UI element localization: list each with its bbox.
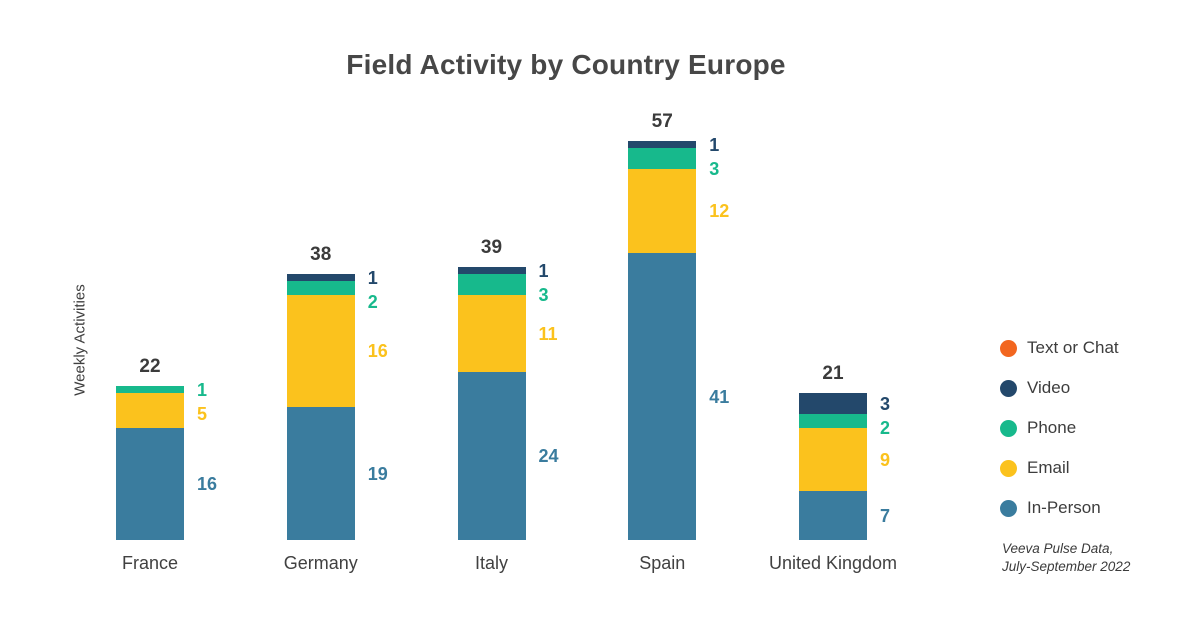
- legend-swatch-in-person: [1000, 499, 1017, 517]
- segment-value-label: 3: [538, 284, 549, 305]
- bar-segment-email: [628, 169, 697, 253]
- segment-value-label: 2: [367, 291, 378, 312]
- bar-total: 57: [651, 111, 673, 132]
- segment-value-label: 11: [538, 323, 558, 344]
- bar-segment-video: [799, 393, 867, 414]
- segment-value-label: 7: [880, 505, 891, 526]
- bar-total: 39: [480, 237, 503, 258]
- bar-segment-in-person: [116, 428, 184, 540]
- segment-value-label: 1: [197, 379, 208, 400]
- legend-label: Text or Chat: [1027, 338, 1119, 357]
- bar-segment-in-person: [457, 372, 526, 540]
- bar-segment-in-person: [286, 407, 355, 540]
- segment-value-label: 1: [709, 134, 720, 155]
- segment-value-label: 16: [367, 341, 388, 361]
- legend-swatch-video: [1000, 379, 1017, 397]
- segment-value-label: 12: [709, 201, 730, 221]
- legend-item: In-Person: [1000, 488, 1119, 528]
- legend-label: Phone: [1027, 418, 1077, 437]
- legend-label: In-Person: [1027, 498, 1101, 517]
- segment-value-label: 19: [367, 463, 388, 484]
- category-label: Spain: [639, 553, 686, 573]
- legend: Text or Chat Video Phone Email In-Person: [1000, 328, 1119, 528]
- bar-segment-email: [116, 393, 184, 428]
- segment-value-label: 1: [367, 267, 378, 288]
- legend-swatch-text-or-chat: [1000, 339, 1017, 357]
- segment-value-label: 41: [709, 386, 730, 407]
- category-label: France: [121, 553, 179, 573]
- segment-value-label: 3: [709, 158, 720, 179]
- legend-item: Video: [1000, 368, 1119, 408]
- bar-segment-email: [457, 295, 526, 372]
- legend-label: Video: [1027, 378, 1071, 397]
- bar-segment-in-person: [628, 253, 697, 540]
- source-line-2: July-September 2022: [1002, 559, 1131, 575]
- bar-total: 38: [310, 244, 332, 265]
- segment-value-label: 5: [197, 403, 208, 424]
- source-note: Veeva Pulse Data, July-September 2022: [1002, 540, 1130, 576]
- bar-segment-phone: [628, 148, 697, 169]
- source-line-1: Veeva Pulse Data,: [1002, 541, 1114, 556]
- bar-segment-phone: [457, 274, 526, 295]
- segment-value-label: 3: [880, 393, 891, 414]
- legend-item: Text or Chat: [1000, 328, 1119, 368]
- chart-title: Field Activity by Country Europe: [346, 49, 786, 80]
- legend-swatch-phone: [1000, 419, 1017, 437]
- category-label: Italy: [474, 553, 508, 573]
- bar-segment-video: [628, 141, 697, 148]
- bar-segment-phone: [116, 386, 184, 393]
- segment-value-label: 24: [538, 446, 559, 466]
- bar-segment-email: [286, 295, 355, 407]
- legend-item: Email: [1000, 448, 1119, 488]
- bar-segment-email: [799, 428, 867, 491]
- category-label: United Kingdom: [768, 553, 898, 573]
- bar-segment-video: [457, 267, 526, 274]
- bar-segment-video: [286, 274, 355, 281]
- category-label: Germany: [283, 553, 358, 573]
- segment-value-label: 2: [880, 417, 891, 438]
- legend-item: Phone: [1000, 408, 1119, 448]
- bar-segment-phone: [799, 414, 867, 428]
- legend-swatch-email: [1000, 459, 1017, 477]
- segment-value-label: 1: [538, 260, 549, 281]
- bar-total: 22: [139, 356, 161, 377]
- segment-value-label: 16: [197, 474, 218, 494]
- bar-segment-in-person: [799, 491, 867, 540]
- bar-total: 21: [822, 363, 844, 384]
- legend-label: Email: [1027, 458, 1070, 477]
- bar-segment-phone: [286, 281, 355, 295]
- segment-value-label: 9: [880, 449, 891, 470]
